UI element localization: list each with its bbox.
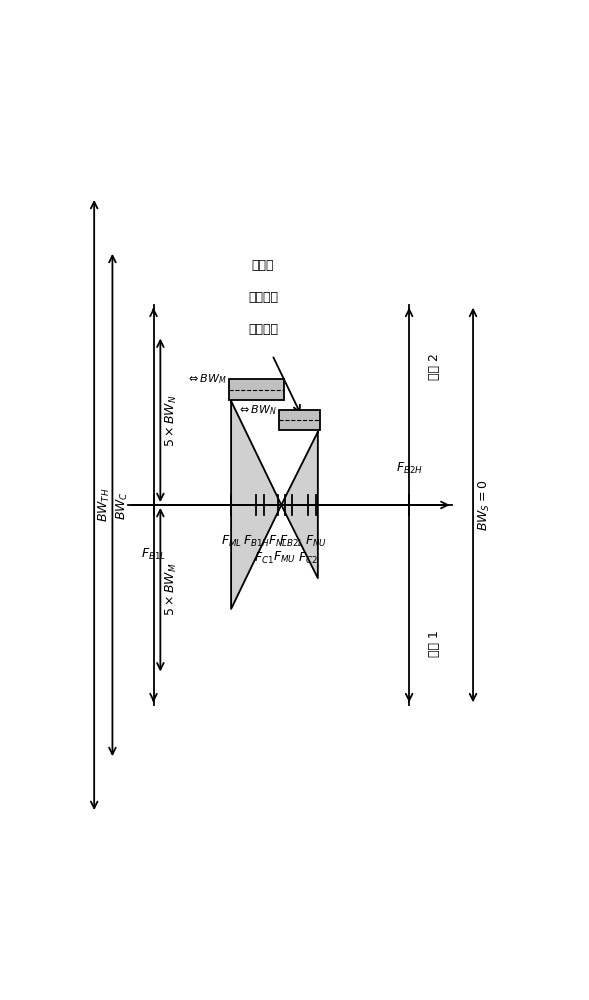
Text: $F_{B1H}$: $F_{B1H}$: [243, 534, 270, 549]
Polygon shape: [231, 401, 282, 609]
Text: $F_{C2}$: $F_{C2}$: [298, 551, 317, 566]
Text: $F_{MU}$: $F_{MU}$: [273, 550, 296, 565]
Text: $F_{C1}$: $F_{C1}$: [254, 551, 274, 566]
Bar: [229, 379, 284, 400]
Text: $BW_C$: $BW_C$: [115, 490, 130, 520]
Text: $\Leftrightarrow BW_M$: $\Leftrightarrow BW_M$: [186, 373, 227, 386]
Text: $BW_{TH}$: $BW_{TH}$: [97, 488, 111, 522]
Text: $F_{NL}$: $F_{NL}$: [267, 534, 287, 549]
Text: $\Leftrightarrow BW_N$: $\Leftrightarrow BW_N$: [237, 403, 277, 417]
Text: $F_{B2L}$: $F_{B2L}$: [279, 534, 305, 549]
Text: $F_{ML}$: $F_{ML}$: [220, 534, 241, 549]
Bar: [279, 410, 320, 430]
Text: $5\times BW_M$: $5\times BW_M$: [164, 563, 179, 616]
Text: $F_{B1L}$: $F_{B1L}$: [141, 547, 166, 562]
Text: $F_{NU}$: $F_{NU}$: [305, 534, 326, 549]
Text: $5\times BW_N$: $5\times BW_N$: [164, 394, 179, 447]
Text: $F_{B2H}$: $F_{B2H}$: [396, 461, 423, 476]
Text: $BW_S = 0$: $BW_S = 0$: [477, 479, 492, 531]
Text: 频带 1: 频带 1: [428, 630, 441, 657]
Text: 归因于: 归因于: [252, 259, 274, 272]
Text: 带宽扩展: 带宽扩展: [248, 323, 278, 336]
Text: 预失真的: 预失真的: [248, 291, 278, 304]
Text: 频带 2: 频带 2: [428, 353, 441, 380]
Polygon shape: [282, 432, 318, 578]
